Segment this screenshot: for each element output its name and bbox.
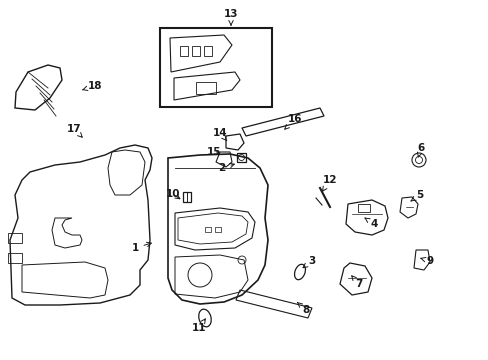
Text: 9: 9 [420, 256, 433, 266]
Text: 15: 15 [206, 147, 221, 157]
Text: 3: 3 [303, 256, 315, 268]
Text: 12: 12 [322, 175, 337, 191]
Text: 8: 8 [297, 302, 309, 315]
Text: 10: 10 [165, 189, 180, 199]
Bar [203, 46, 212, 56]
Bar [192, 46, 200, 56]
Text: 1: 1 [131, 242, 151, 253]
Text: 18: 18 [82, 81, 102, 91]
Text: 5: 5 [410, 190, 423, 201]
Text: 13: 13 [224, 9, 238, 25]
Text: 11: 11 [191, 319, 206, 333]
Bar [8, 253, 22, 263]
Bar [215, 227, 221, 232]
Bar [204, 227, 210, 232]
Bar [196, 82, 216, 94]
Bar [160, 28, 271, 107]
Text: 16: 16 [284, 114, 302, 129]
Bar [357, 204, 369, 212]
Text: 6: 6 [417, 143, 424, 157]
Text: 17: 17 [66, 124, 82, 137]
Text: 2: 2 [218, 163, 234, 173]
Text: 7: 7 [351, 276, 362, 289]
Text: 14: 14 [212, 128, 227, 141]
Bar [8, 233, 22, 243]
Text: 4: 4 [364, 218, 377, 229]
Bar [237, 153, 245, 162]
Bar [183, 192, 191, 202]
Bar [180, 46, 187, 56]
